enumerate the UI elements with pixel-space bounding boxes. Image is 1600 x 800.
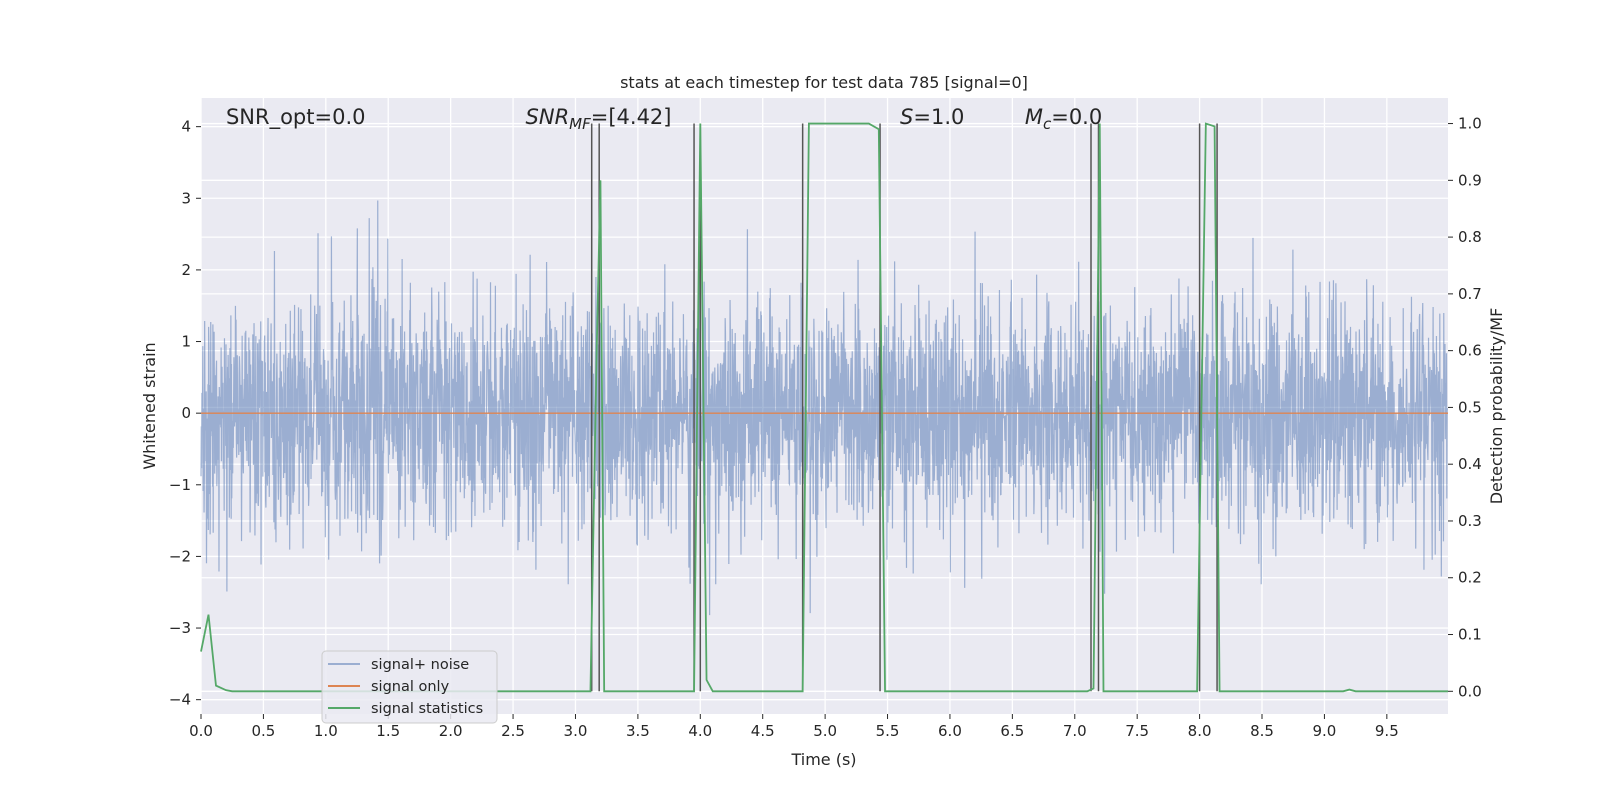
y-left-tick-label: −1 [169, 476, 191, 494]
y-left-tick-label: −2 [169, 547, 191, 565]
x-axis-label: Time (s) [790, 750, 856, 769]
x-tick-label: 0.0 [189, 722, 213, 740]
x-tick-label: 5.5 [876, 722, 900, 740]
annotation-snr_opt: SNR_opt=0.0 [226, 105, 366, 130]
x-tick-label: 2.0 [439, 722, 463, 740]
x-tick-label: 3.0 [564, 722, 588, 740]
legend-label-signal-only: signal only [371, 679, 450, 695]
x-tick-label: 4.0 [688, 722, 712, 740]
y-right-tick-label: 0.1 [1458, 626, 1482, 644]
x-tick-label: 1.0 [314, 722, 338, 740]
y-axis-label-right: Detection probability/MF [1487, 308, 1506, 505]
y-left-tick-label: −3 [169, 619, 191, 637]
signal-noise-line [200, 200, 1449, 616]
x-tick-label: 9.0 [1312, 722, 1336, 740]
x-tick-label: 5.0 [813, 722, 837, 740]
y-right-tick-label: 0.5 [1458, 398, 1482, 416]
y-right-tick-label: 0.8 [1458, 228, 1482, 246]
x-tick-label: 8.0 [1188, 722, 1212, 740]
axis-ticks: 0.0 0.5 1.0 1.5 2.0 2.5 3.0 3.5 4.0 4.5 5.0 5.5 6.0 6… [169, 115, 1482, 740]
annotation-snr_mf: SNRMF=[4.42] [526, 105, 672, 133]
x-tick-label: 2.5 [501, 722, 525, 740]
x-tick-label: 1.5 [376, 722, 400, 740]
chart-title: stats at each timestep for test data 785… [620, 73, 1028, 92]
y-left-tick-label: 2 [181, 261, 191, 279]
y-left-tick-label: 3 [181, 189, 191, 207]
y-right-tick-label: 0.9 [1458, 171, 1482, 189]
signal-statistics-line [200, 122, 1448, 693]
x-tick-label: 6.5 [1000, 722, 1024, 740]
annotation-s: S=1.0 [900, 105, 964, 129]
y-left-tick-label: 1 [181, 333, 191, 351]
x-tick-label: 7.5 [1125, 722, 1149, 740]
y-left-tick-label: 0 [181, 404, 191, 422]
y-right-tick-label: 0.3 [1458, 512, 1482, 530]
x-tick-label: 7.0 [1063, 722, 1087, 740]
y-right-tick-label: 0.0 [1458, 682, 1482, 700]
y-right-tick-label: 1.0 [1458, 115, 1482, 133]
legend-label-signal-noise: signal+ noise [371, 657, 469, 673]
x-tick-label: 6.0 [938, 722, 962, 740]
x-tick-label: 8.5 [1250, 722, 1274, 740]
annotation-mc: Mc=0.0 [1025, 105, 1102, 133]
y-right-tick-label: 0.2 [1458, 569, 1482, 587]
y-left-tick-label: −4 [169, 691, 191, 709]
signal-noise-series [200, 200, 1449, 616]
x-tick-label: 0.5 [251, 722, 275, 740]
x-tick-label: 9.5 [1375, 722, 1399, 740]
y-right-tick-label: 0.4 [1458, 455, 1482, 473]
annotations: SNR_opt=0.0 SNRMF=[4.42] S=1.0 Mc=0.0 [226, 105, 1102, 133]
y-right-tick-label: 0.7 [1458, 285, 1482, 303]
legend: signal+ noise signal only signal statist… [321, 650, 498, 724]
x-tick-label: 4.5 [751, 722, 775, 740]
y-axis-label-left: Whitened strain [140, 342, 159, 469]
legend-label-signal-statistics: signal statistics [371, 701, 483, 717]
y-right-tick-label: 0.6 [1458, 342, 1482, 360]
x-tick-label: 3.5 [626, 722, 650, 740]
y-left-tick-label: 4 [181, 118, 191, 136]
signal-statistics-series [200, 122, 1448, 693]
legend-box [321, 650, 498, 724]
